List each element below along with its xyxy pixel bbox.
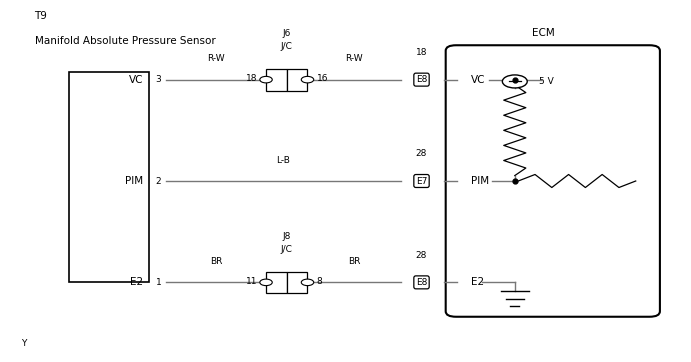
- Text: 18: 18: [245, 74, 257, 83]
- Text: VC: VC: [471, 75, 486, 85]
- Text: J/C: J/C: [281, 42, 293, 51]
- Text: BR: BR: [210, 257, 222, 266]
- Text: PIM: PIM: [471, 176, 489, 186]
- Bar: [69, 72, 149, 282]
- Text: 2: 2: [155, 177, 161, 185]
- Text: 11: 11: [245, 277, 257, 286]
- Text: 18: 18: [416, 48, 427, 57]
- Text: Y: Y: [21, 338, 26, 348]
- Text: E7: E7: [416, 177, 427, 185]
- Text: 1: 1: [155, 278, 161, 287]
- Bar: [266, 272, 287, 293]
- Circle shape: [301, 279, 314, 286]
- FancyBboxPatch shape: [446, 45, 660, 317]
- Text: 28: 28: [416, 150, 427, 158]
- Circle shape: [301, 76, 314, 83]
- Text: PIM: PIM: [125, 176, 143, 186]
- Text: E8: E8: [416, 75, 427, 84]
- Text: BR: BR: [348, 257, 360, 266]
- Circle shape: [502, 75, 527, 88]
- Text: R-W: R-W: [207, 54, 225, 63]
- Text: VC: VC: [129, 75, 143, 85]
- Bar: [266, 69, 287, 90]
- Text: T9: T9: [35, 11, 48, 21]
- Text: 28: 28: [416, 251, 427, 260]
- Text: L-B: L-B: [276, 156, 290, 165]
- Text: J6: J6: [283, 29, 291, 38]
- Text: E8: E8: [416, 278, 427, 287]
- Text: 3: 3: [155, 75, 161, 84]
- Text: 16: 16: [316, 74, 328, 83]
- Text: J8: J8: [283, 232, 291, 241]
- Text: 8: 8: [316, 277, 322, 286]
- Circle shape: [260, 279, 272, 286]
- Text: ECM: ECM: [532, 28, 554, 38]
- Bar: [287, 69, 307, 90]
- Text: J/C: J/C: [281, 245, 293, 254]
- Text: Manifold Absolute Pressure Sensor: Manifold Absolute Pressure Sensor: [35, 36, 216, 46]
- Text: E2: E2: [471, 277, 484, 287]
- Circle shape: [260, 76, 272, 83]
- Text: E2: E2: [130, 277, 143, 287]
- Text: 5 V: 5 V: [539, 77, 553, 86]
- Bar: [287, 272, 307, 293]
- Text: R-W: R-W: [346, 54, 363, 63]
